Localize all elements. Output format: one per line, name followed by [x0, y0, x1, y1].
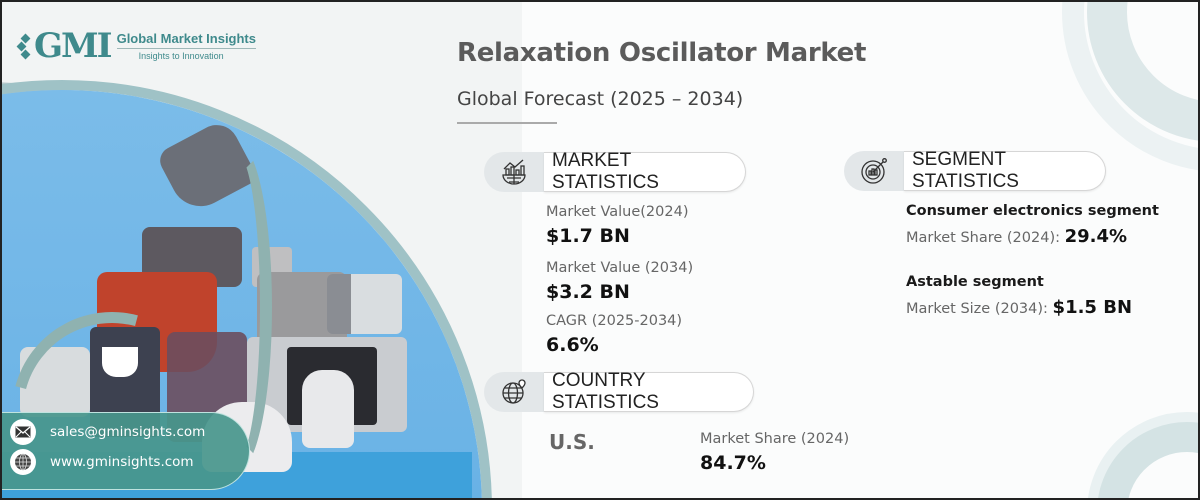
market-statistics-header: MARKET STATISTICS [484, 150, 746, 193]
logo-mark: GMI [16, 26, 113, 66]
segment-statistics-header: SEGMENT STATISTICS [844, 149, 1106, 192]
market-value-2034-value: $3.2 BN [546, 281, 630, 303]
chart-globe-icon [484, 152, 544, 192]
logo-diamonds-icon [16, 33, 32, 60]
consumer-electronics-segment-title: Consumer electronics segment [906, 203, 1159, 219]
decorative-ring-bottom [1097, 422, 1198, 498]
email-link[interactable]: sales@gminsights.com [50, 424, 206, 440]
astable-segment-size-label: Market Size (2034): [906, 301, 1048, 317]
astable-segment-size-value: $1.5 BN [1052, 297, 1133, 318]
country-name: U.S. [549, 430, 595, 454]
consumer-electronics-share: Market Share (2024): 29.4% [906, 226, 1127, 247]
cagr-value: 6.6% [546, 334, 599, 356]
title-divider [457, 122, 557, 124]
globe-pin-icon [484, 372, 544, 412]
cup-shape [102, 347, 138, 377]
rice-cooker-shape [20, 347, 90, 417]
market-statistics-heading: MARKET STATISTICS [544, 150, 746, 193]
market-value-2024-label: Market Value(2024) [546, 204, 689, 220]
segment-target-icon [844, 151, 904, 191]
contact-email[interactable]: sales@gminsights.com [10, 419, 205, 445]
gmi-logo: GMI Global Market Insights Insights to I… [16, 26, 256, 66]
consumer-electronics-share-label: Market Share (2024): [906, 230, 1061, 246]
contact-panel: sales@gminsights.com www.gminsights.com [2, 412, 250, 490]
astable-segment-title: Astable segment [906, 274, 1044, 290]
brand-tagline: Insights to Innovation [138, 51, 224, 61]
country-share-label: Market Share (2024) [700, 431, 850, 447]
envelope-icon [10, 419, 36, 445]
market-value-2034-label: Market Value (2034) [546, 260, 694, 276]
country-share-value: 84.7% [700, 452, 766, 474]
page-subtitle: Global Forecast (2025 – 2034) [457, 88, 744, 110]
website-link[interactable]: www.gminsights.com [50, 454, 194, 470]
globe-icon [10, 449, 36, 475]
kettle-shape [302, 370, 354, 448]
market-value-2024-value: $1.7 BN [546, 225, 630, 247]
page-title: Relaxation Oscillator Market [457, 38, 867, 68]
country-statistics-header: COUNTRY STATISTICS [484, 370, 754, 413]
astable-segment-size: Market Size (2034): $1.5 BN [906, 297, 1132, 318]
country-statistics-heading: COUNTRY STATISTICS [544, 370, 754, 413]
segment-statistics-heading: SEGMENT STATISTICS [904, 149, 1106, 192]
brand-name: Global Market Insights [116, 31, 256, 49]
consumer-electronics-share-value: 29.4% [1064, 226, 1128, 247]
logo-mark-text: GMI [34, 26, 113, 66]
contact-website[interactable]: www.gminsights.com [10, 449, 194, 475]
toaster-shape [327, 274, 402, 334]
cagr-label: CAGR (2025-2034) [546, 313, 683, 329]
